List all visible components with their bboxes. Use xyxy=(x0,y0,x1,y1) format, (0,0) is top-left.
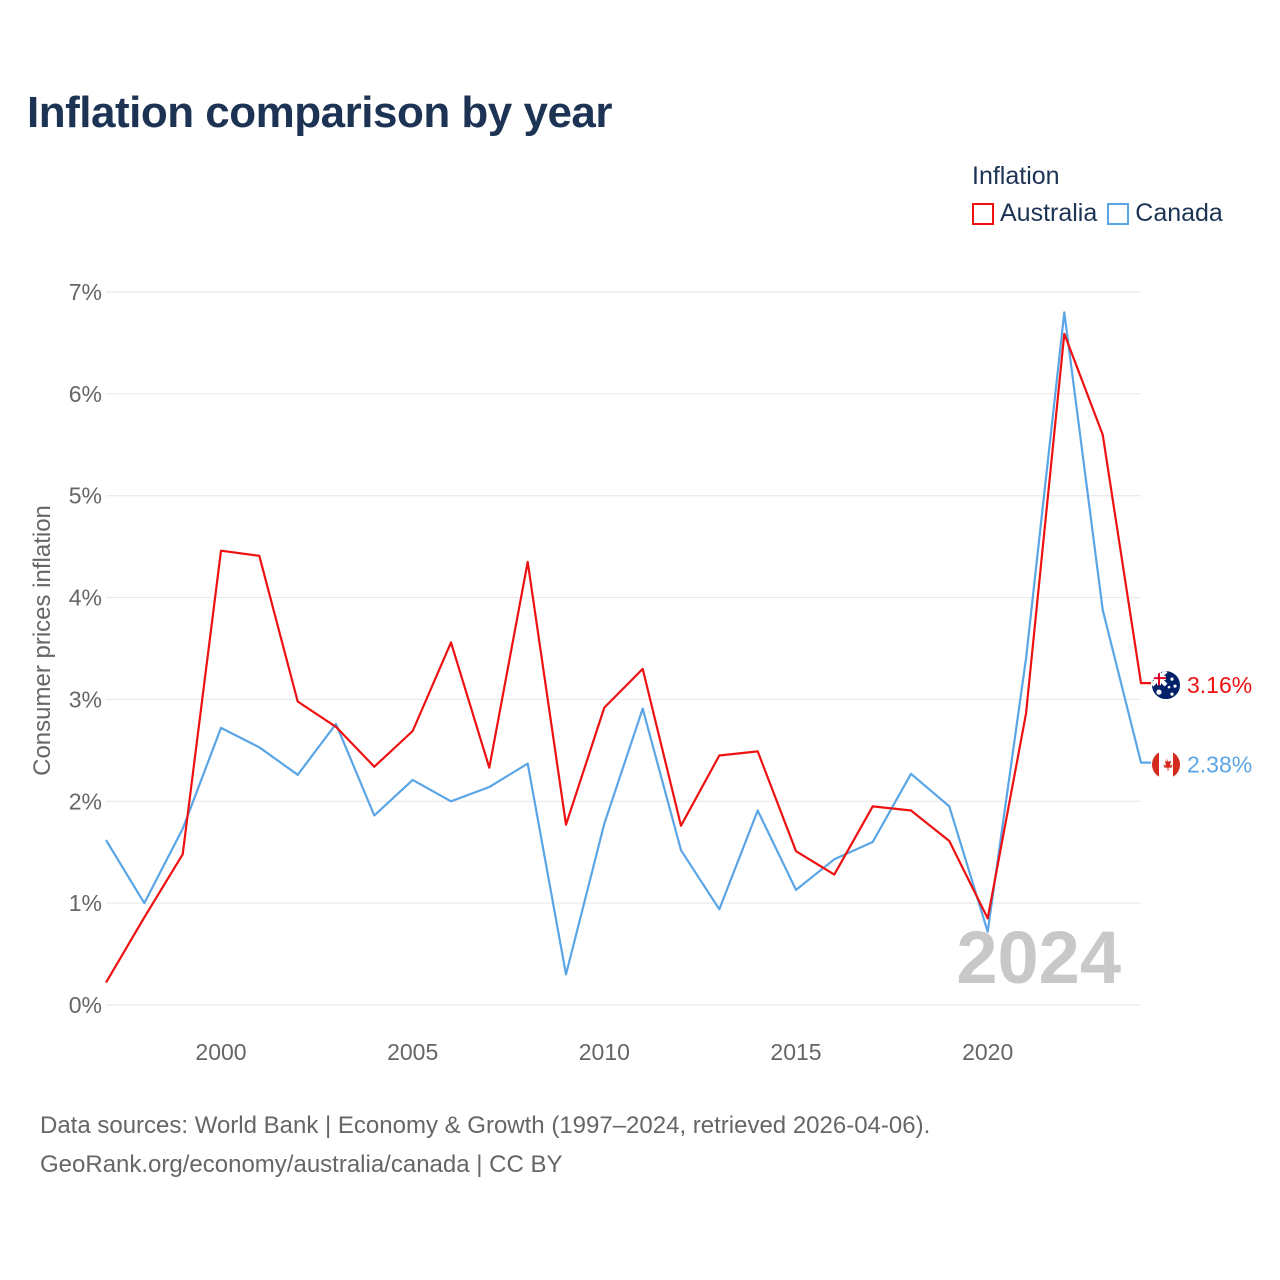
canada-flag-icon xyxy=(1152,750,1180,779)
x-tick-label: 2015 xyxy=(770,1039,821,1065)
legend-item-australia[interactable]: Australia xyxy=(972,199,1097,228)
y-axis-label: Consumer prices inflation xyxy=(29,505,56,776)
source-line-2[interactable]: GeoRank.org/economy/australia/canada | C… xyxy=(40,1151,563,1178)
flag-star xyxy=(1167,685,1171,689)
y-tick-label: 0% xyxy=(69,992,102,1018)
chart-title: Inflation comparison by year xyxy=(27,88,613,137)
flag-body xyxy=(1152,671,1180,700)
y-tick-label: 6% xyxy=(69,381,102,407)
y-tick-label: 3% xyxy=(69,686,102,712)
flag-body xyxy=(1152,750,1180,779)
legend-items: Australia Canada xyxy=(972,199,1223,228)
year-watermark: 2024 xyxy=(956,916,1121,999)
legend: Inflation Australia Canada xyxy=(972,162,1223,228)
legend-label-canada: Canada xyxy=(1135,199,1223,227)
legend-swatch-canada xyxy=(1107,202,1130,225)
source-note: Data sources: World Bank | Economy & Gro… xyxy=(40,1106,930,1184)
flag-star xyxy=(1170,677,1174,681)
y-tick-label: 7% xyxy=(69,279,102,305)
y-tick-label: 5% xyxy=(69,483,102,509)
y-tick-label: 4% xyxy=(69,585,102,611)
legend-label-australia: Australia xyxy=(1000,199,1098,227)
flag-band xyxy=(1152,750,1159,779)
flag-band xyxy=(1173,750,1180,779)
series-line-canada xyxy=(105,311,1151,976)
australia-flag-icon xyxy=(1152,671,1180,700)
end-label-canada: 2.38% xyxy=(1187,752,1252,778)
x-tick-label: 2020 xyxy=(962,1039,1013,1065)
y-tick-label: 2% xyxy=(69,788,102,814)
flag-star xyxy=(1170,692,1174,696)
flag-star xyxy=(1173,684,1177,688)
legend-item-canada[interactable]: Canada xyxy=(1107,199,1223,228)
x-tick-label: 2010 xyxy=(579,1039,630,1065)
legend-title: Inflation xyxy=(972,162,1060,190)
flag-star xyxy=(1156,689,1162,695)
source-line-1: Data sources: World Bank | Economy & Gro… xyxy=(40,1112,931,1139)
line-chart: 0% 1% 2% 3% 4% 5% 6% 7% 2000 2005 2010 2015 2020 Cons… xyxy=(29,279,1252,1065)
series-line-australia xyxy=(105,332,1151,984)
y-tick-label: 1% xyxy=(69,890,102,916)
x-tick-label: 2005 xyxy=(387,1039,438,1065)
end-label-australia: 3.16% xyxy=(1187,672,1252,698)
legend-swatch-australia xyxy=(972,202,994,225)
x-tick-label: 2000 xyxy=(195,1039,246,1065)
flag-maple-leaf xyxy=(1163,757,1173,771)
